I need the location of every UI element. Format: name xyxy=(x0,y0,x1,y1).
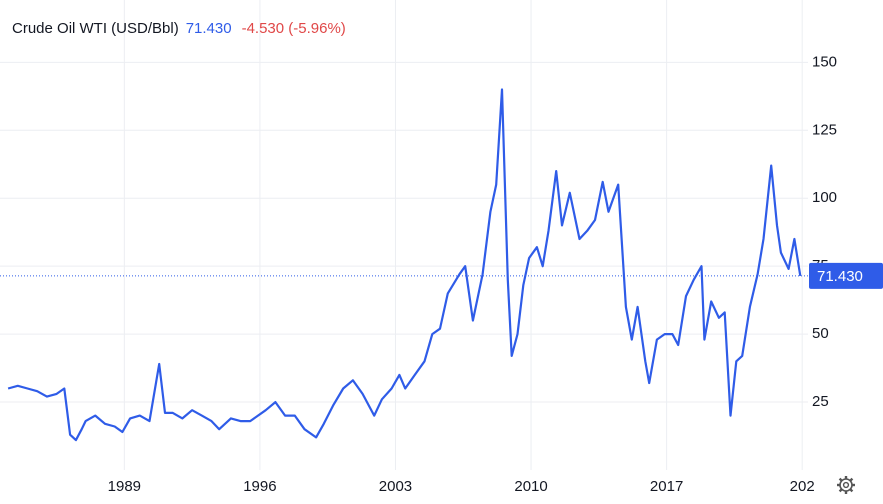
last-value-badge xyxy=(809,262,883,289)
last-price: 71.430 xyxy=(186,20,232,37)
x-tick-label: 1989 xyxy=(108,478,141,495)
plot-area xyxy=(7,88,802,442)
price-change: -4.530 (-5.96%) xyxy=(242,20,346,37)
axes: 2550751001251501989199620032010201720271… xyxy=(0,53,883,495)
x-tick-label: 2010 xyxy=(514,478,547,495)
x-tick-label: 2017 xyxy=(650,478,683,495)
y-tick-label: 150 xyxy=(812,53,837,70)
y-tick-label: 50 xyxy=(812,325,829,342)
y-tick-label: 25 xyxy=(812,393,829,410)
last-value-label: 71.430 xyxy=(817,268,863,285)
settings-icon[interactable] xyxy=(837,476,855,494)
y-tick-label: 125 xyxy=(812,121,837,138)
price-line xyxy=(7,88,802,442)
x-tick-label: 2003 xyxy=(379,478,412,495)
x-tick-label: 1996 xyxy=(243,478,276,495)
y-tick-label: 100 xyxy=(812,189,837,206)
x-tick-label: 202 xyxy=(790,478,815,495)
chart-title: Crude Oil WTI (USD/Bbl) xyxy=(12,20,179,37)
grid xyxy=(0,0,808,470)
